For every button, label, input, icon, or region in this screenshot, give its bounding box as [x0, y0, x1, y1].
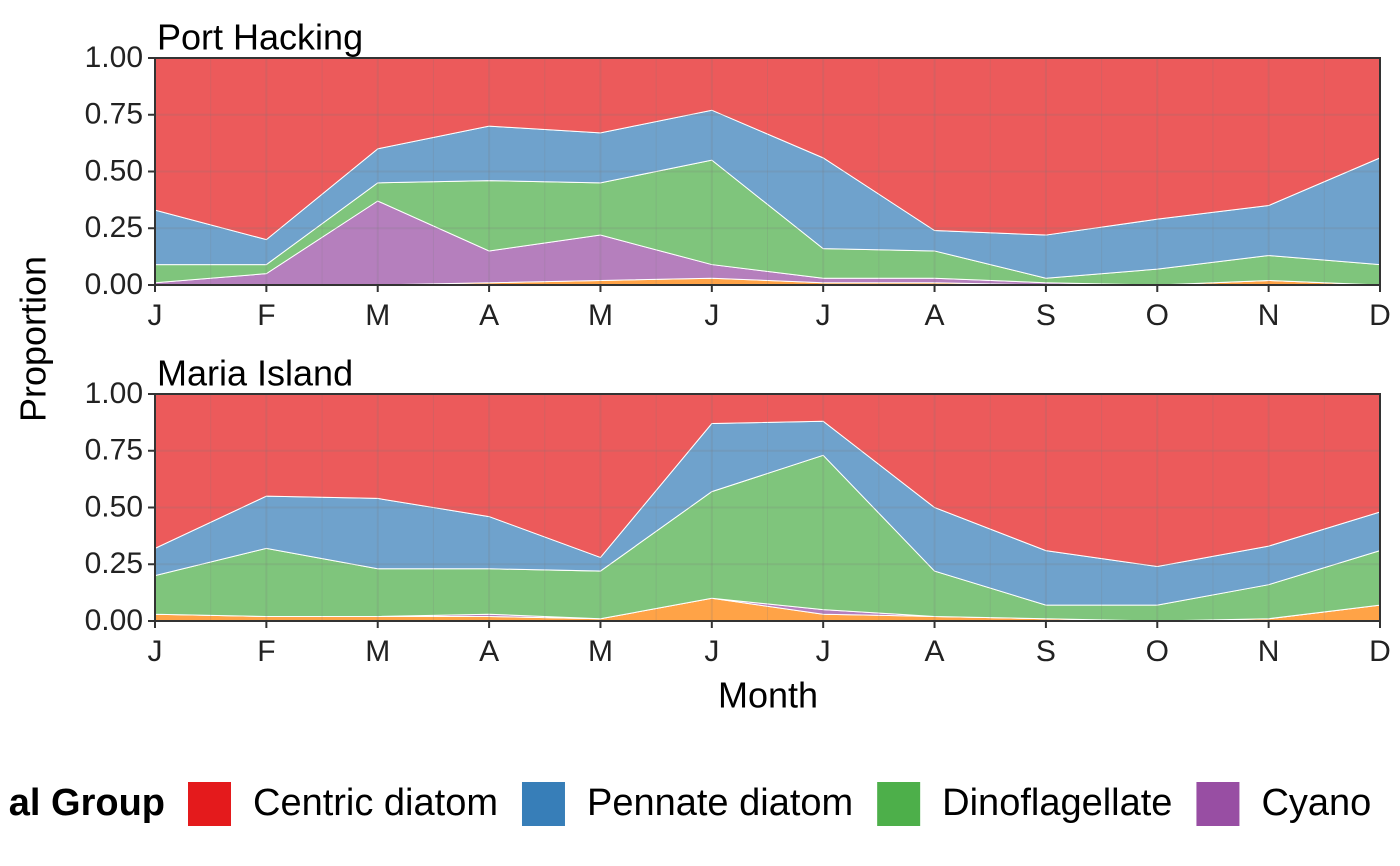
- legend-label: Centric diatom: [253, 782, 498, 824]
- x-tick-label: S: [1036, 635, 1056, 668]
- y-tick-label: 0.00: [85, 604, 143, 637]
- x-tick-label: F: [257, 299, 275, 332]
- y-tick-label: 1.00: [85, 377, 143, 410]
- legend-label: Cyano: [1261, 782, 1371, 824]
- legend-title: al Group: [9, 782, 165, 824]
- x-axis-label: Month: [718, 675, 818, 716]
- x-tick-label: A: [925, 635, 945, 668]
- x-tick-label: M: [365, 299, 390, 332]
- y-axis-label: Proportion: [13, 256, 54, 422]
- x-tick-label: D: [1369, 635, 1391, 668]
- x-tick-label: J: [704, 299, 719, 332]
- x-tick-label: J: [148, 299, 163, 332]
- y-tick-label: 0.50: [85, 490, 143, 523]
- x-tick-label: A: [479, 299, 499, 332]
- y-tick-label: 1.00: [85, 41, 143, 74]
- y-tick-label: 0.75: [85, 98, 143, 131]
- x-tick-label: M: [588, 299, 613, 332]
- x-tick-label: M: [365, 635, 390, 668]
- y-tick-label: 0.00: [85, 268, 143, 301]
- x-tick-label: J: [816, 299, 831, 332]
- legend-key: [521, 782, 565, 826]
- x-tick-label: O: [1146, 635, 1169, 668]
- x-tick-label: J: [704, 635, 719, 668]
- x-tick-label: A: [925, 299, 945, 332]
- x-tick-label: S: [1036, 299, 1056, 332]
- x-tick-label: N: [1258, 635, 1280, 668]
- legend-label: Dinoflagellate: [942, 782, 1172, 824]
- y-tick-label: 0.25: [85, 547, 143, 580]
- x-tick-label: M: [588, 635, 613, 668]
- y-tick-label: 0.75: [85, 434, 143, 467]
- x-tick-label: A: [479, 635, 499, 668]
- legend-key: [877, 782, 921, 826]
- x-tick-label: N: [1258, 299, 1280, 332]
- x-tick-label: J: [816, 635, 831, 668]
- y-tick-label: 0.25: [85, 211, 143, 244]
- x-tick-label: O: [1146, 299, 1169, 332]
- legend-label: Pennate diatom: [587, 782, 853, 824]
- y-tick-label: 0.50: [85, 154, 143, 187]
- panel-title: Maria Island: [157, 353, 353, 394]
- legend-key: [188, 782, 231, 826]
- x-tick-label: D: [1369, 299, 1391, 332]
- legend-key: [1196, 782, 1240, 826]
- panel-title: Port Hacking: [157, 17, 363, 58]
- x-tick-label: J: [148, 635, 163, 668]
- x-tick-label: F: [257, 635, 275, 668]
